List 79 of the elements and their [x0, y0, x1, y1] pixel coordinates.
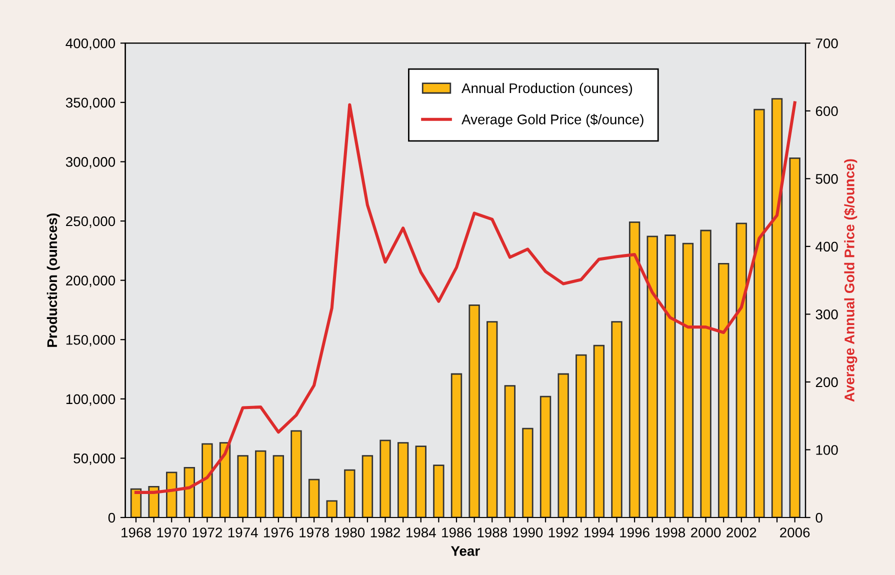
bar [771, 98, 783, 518]
bar [718, 263, 730, 518]
bar [237, 455, 248, 518]
legend-label: Annual Production (ounces) [462, 82, 632, 96]
bar [415, 446, 426, 518]
x-tick-label: 1992 [548, 528, 578, 538]
y2-tick-label: 0 [816, 512, 822, 523]
y-tick-label: 100,000 [66, 394, 116, 406]
bar [344, 469, 356, 518]
y2-tick-label: 300 [816, 310, 838, 320]
y-tick-label: 350,000 [66, 98, 116, 110]
bar [255, 450, 266, 518]
bar [433, 464, 444, 518]
legend-label: Average Gold Price ($/ounce) [462, 114, 644, 128]
bar [486, 321, 498, 518]
bar [593, 344, 605, 518]
y2-tick-label: 700 [816, 38, 838, 48]
bar [628, 222, 640, 518]
bar [789, 157, 800, 518]
bar [272, 455, 284, 518]
y-tick-label: 0 [108, 512, 116, 523]
bar [397, 442, 409, 518]
y2-tick-label: 600 [816, 106, 838, 116]
bar [736, 222, 747, 518]
x-tick-label: 1994 [584, 528, 614, 538]
bar [576, 354, 587, 518]
x-tick-label: 2006 [780, 528, 810, 538]
bar [380, 440, 391, 518]
x-axis-title: Year [450, 546, 480, 556]
bar [700, 230, 712, 518]
bar [362, 455, 374, 518]
x-tick-label: 1996 [620, 528, 650, 538]
y2-tick-label: 400 [816, 242, 838, 252]
bar [611, 321, 622, 518]
y-tick-label: 300,000 [66, 157, 116, 169]
y-tick-label: 150,000 [66, 334, 116, 346]
x-tick-label: 1988 [478, 528, 507, 538]
x-tick-label: 1982 [370, 528, 400, 538]
x-tick-label: 1972 [192, 528, 222, 538]
bar [326, 500, 338, 518]
x-tick-label: 1986 [442, 528, 472, 538]
bar [130, 488, 142, 518]
x-tick-label: 1980 [335, 528, 365, 538]
x-tick-label: 1990 [513, 528, 543, 538]
y-tick-label: 400,000 [66, 38, 116, 50]
bar [202, 443, 213, 518]
x-tick-label: 1974 [228, 528, 258, 538]
y2-tick-label: 200 [816, 377, 838, 388]
bar [522, 428, 534, 518]
bar [664, 234, 676, 518]
bar [219, 442, 231, 518]
bar [308, 478, 320, 518]
bar [754, 108, 765, 518]
bar [646, 236, 658, 518]
y2-tick-label: 500 [816, 174, 838, 184]
bar [184, 466, 195, 518]
y-tick-label: 200,000 [66, 276, 116, 288]
bar [450, 373, 462, 518]
x-tick-label: 1976 [264, 528, 294, 538]
y2-tick-label: 100 [816, 445, 838, 455]
x-tick-label: 1984 [406, 528, 436, 538]
y-axis-title: Production (ounces) [46, 213, 60, 347]
bar [468, 304, 480, 518]
y-tick-label: 50,000 [74, 454, 116, 466]
bar [166, 472, 178, 518]
x-tick-label: 1998 [656, 528, 686, 538]
bar [290, 430, 302, 518]
x-tick-label: 1970 [157, 528, 187, 538]
line-series [134, 101, 796, 494]
y2-axis-title: Average Annual Gold Price ($/ounce) [844, 159, 858, 402]
x-tick-label: 2002 [726, 528, 756, 538]
bar [540, 396, 552, 518]
bar [504, 385, 516, 518]
x-tick-label: 2000 [691, 528, 721, 538]
x-tick-label: 1968 [122, 528, 151, 538]
x-tick-label: 1978 [300, 528, 329, 538]
bar [558, 373, 569, 518]
y-tick-label: 250,000 [66, 216, 116, 228]
bar [682, 242, 694, 518]
